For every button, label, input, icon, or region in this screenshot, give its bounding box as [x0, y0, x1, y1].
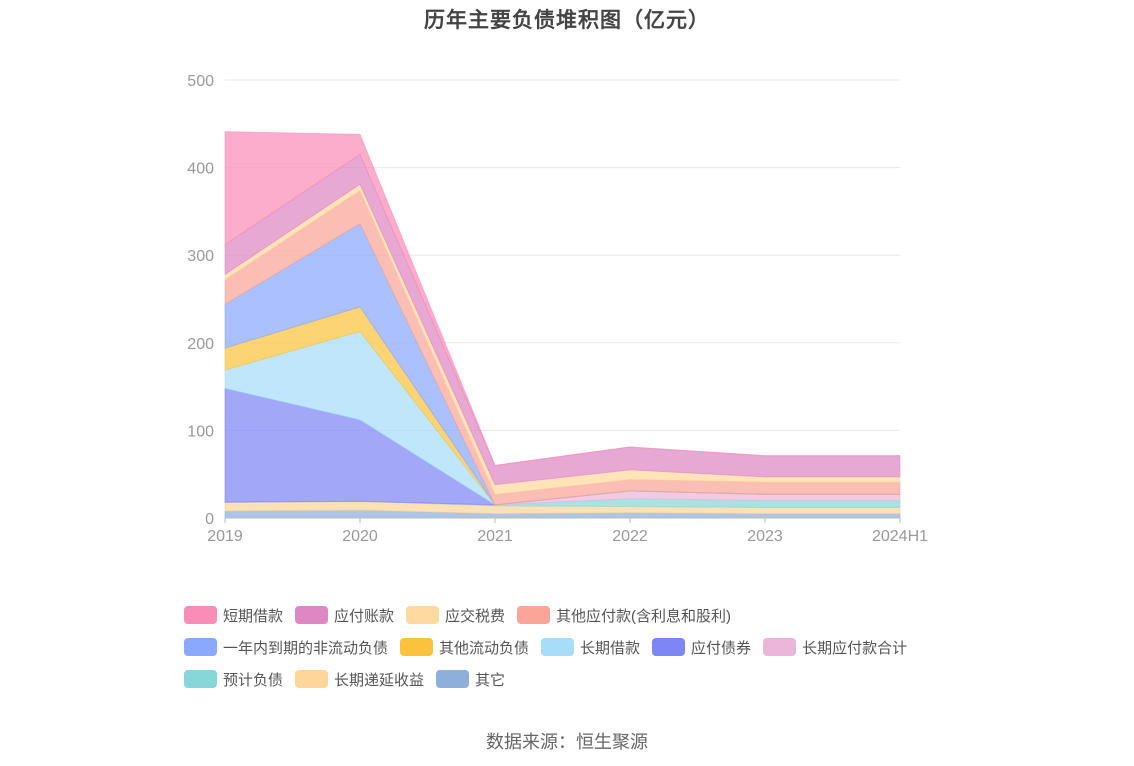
legend-label: 预计负债 [223, 671, 284, 689]
legend-swatch [406, 606, 440, 624]
legend-item[interactable]: 其他流动负债 [400, 637, 529, 658]
y-tick-label: 400 [187, 161, 214, 178]
chart-legend: 短期借款 应付账款 应交税费 其他应付款(含利息和股利) 一年内到期的非流动负债… [184, 599, 984, 695]
legend-row-1: 短期借款 应付账款 应交税费 其他应付款(含利息和股利) [184, 599, 984, 631]
x-tick-label: 2019 [207, 528, 243, 545]
legend-label: 其他流动负债 [439, 639, 530, 657]
legend-swatch [541, 638, 575, 656]
legend-label: 长期应付款合计 [802, 639, 908, 657]
legend-swatch [652, 638, 686, 656]
legend-item[interactable]: 一年内到期的非流动负债 [184, 637, 388, 658]
legend-swatch [295, 606, 329, 624]
legend-item[interactable]: 长期应付款合计 [763, 637, 907, 658]
stacked-area-chart: 0 100 200 300 400 500 2019 2020 2021 2022 2023 2024… [187, 73, 928, 545]
legend-item[interactable]: 预计负债 [184, 669, 283, 690]
x-tick-label: 2023 [747, 528, 783, 545]
legend-swatch [400, 638, 434, 656]
legend-label: 应交税费 [445, 607, 506, 625]
x-tick-label: 2020 [342, 528, 378, 545]
legend-item[interactable]: 长期借款 [541, 637, 640, 658]
legend-swatch [295, 670, 329, 688]
legend-item[interactable]: 其它 [436, 669, 505, 690]
legend-swatch [184, 606, 217, 624]
legend-swatch [517, 606, 551, 624]
y-tick-label: 0 [205, 511, 214, 528]
x-tick-label: 2022 [612, 528, 648, 545]
legend-label: 一年内到期的非流动负债 [223, 639, 389, 657]
x-tick-label: 2024H1 [872, 528, 928, 545]
legend-label: 短期借款 [223, 607, 284, 625]
legend-item[interactable]: 短期借款 [184, 605, 283, 626]
legend-label: 应付债券 [691, 639, 752, 657]
legend-label: 应付账款 [334, 607, 395, 625]
x-tick-label: 2021 [477, 528, 513, 545]
y-tick-label: 500 [187, 73, 214, 90]
legend-item[interactable]: 应付债券 [652, 637, 751, 658]
area-series [224, 131, 900, 466]
legend-item[interactable]: 应交税费 [406, 605, 505, 626]
y-tick-label: 200 [187, 336, 214, 353]
legend-swatch [184, 670, 217, 688]
y-tick-label: 100 [187, 423, 214, 440]
legend-label: 长期递延收益 [334, 671, 425, 689]
legend-item[interactable]: 其他应付款(含利息和股利) [517, 605, 731, 626]
legend-item[interactable]: 长期递延收益 [295, 669, 424, 690]
legend-swatch [763, 638, 797, 656]
legend-row-2: 一年内到期的非流动负债 其他流动负债 长期借款 应付债券 长期应付款合计 [184, 631, 984, 663]
legend-swatch [184, 638, 217, 656]
legend-item[interactable]: 应付账款 [295, 605, 394, 626]
y-tick-label: 300 [187, 248, 214, 265]
legend-row-3: 预计负债 长期递延收益 其它 [184, 663, 984, 695]
legend-label: 其他应付款(含利息和股利) [556, 607, 732, 625]
chart-title: 历年主要负债堆积图（亿元） [424, 9, 710, 32]
legend-swatch [436, 670, 470, 688]
data-source-note: 数据来源：恒生聚源 [486, 732, 648, 752]
legend-label: 长期借款 [580, 639, 641, 657]
legend-label: 其它 [475, 671, 506, 689]
